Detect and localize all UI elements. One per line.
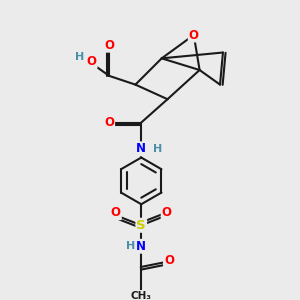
- Text: H: H: [153, 144, 162, 154]
- Text: S: S: [136, 219, 146, 232]
- Text: O: O: [104, 39, 114, 52]
- Text: O: O: [189, 28, 199, 41]
- Text: O: O: [104, 116, 114, 129]
- Text: O: O: [111, 206, 121, 219]
- Text: O: O: [87, 55, 97, 68]
- Text: H: H: [126, 241, 136, 251]
- Text: N: N: [136, 240, 146, 253]
- Text: O: O: [164, 254, 174, 267]
- Text: N: N: [136, 142, 146, 155]
- Text: H: H: [75, 52, 85, 62]
- Text: CH₃: CH₃: [131, 291, 152, 300]
- Text: O: O: [162, 206, 172, 219]
